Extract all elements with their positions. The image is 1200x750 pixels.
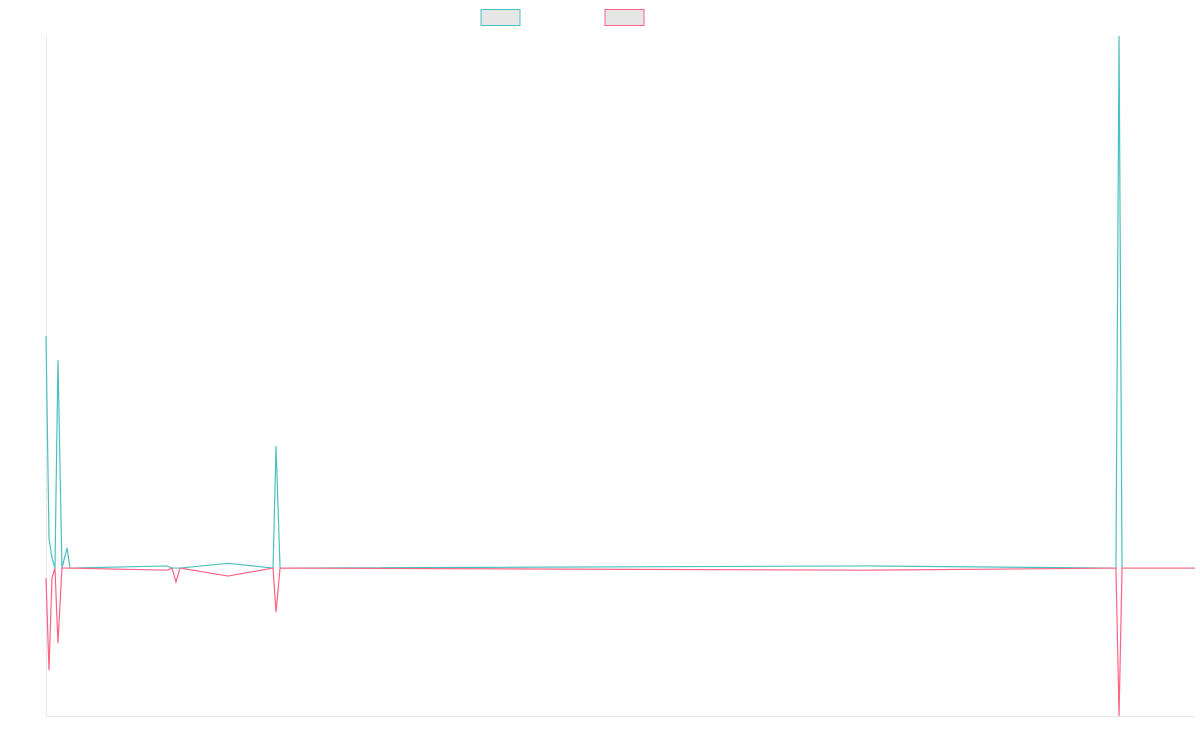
series-line <box>45 35 1195 569</box>
series-line <box>45 567 1195 717</box>
legend-swatch[interactable] <box>604 9 645 26</box>
legend-swatch[interactable] <box>480 9 521 26</box>
